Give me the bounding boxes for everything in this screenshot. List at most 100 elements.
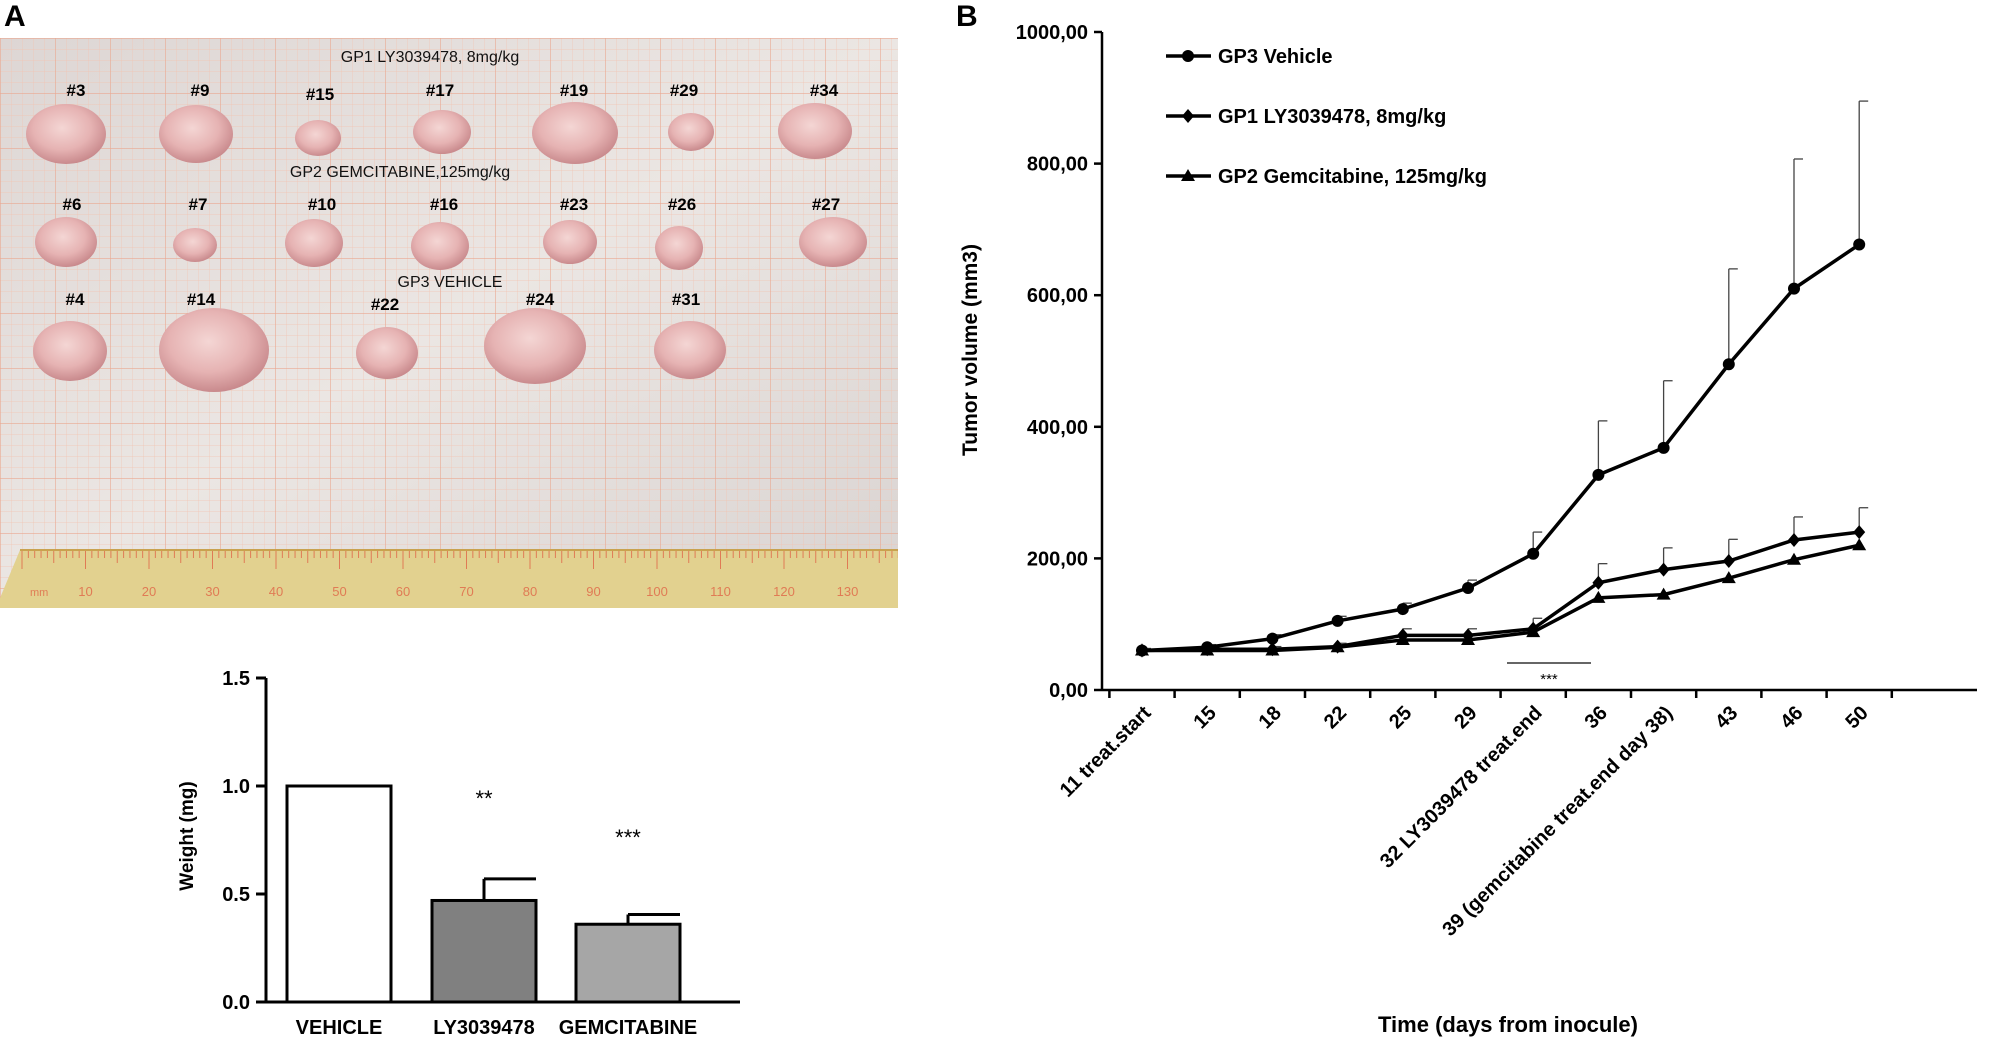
tumor-id: #10 xyxy=(308,195,336,214)
ruler-label: 90 xyxy=(586,584,600,599)
data-point xyxy=(1853,238,1866,251)
data-point xyxy=(1527,547,1540,560)
group-label-gp3: GP3 VEHICLE xyxy=(398,274,503,291)
data-point xyxy=(1182,109,1194,123)
bar-category-label: GEMCITABINE xyxy=(559,1017,698,1039)
tumor-specimen xyxy=(295,120,341,156)
bar-significance-label: *** xyxy=(615,825,641,850)
legend-label: GP3 Vehicle xyxy=(1218,46,1333,68)
ruler-label: 30 xyxy=(205,584,219,599)
bar-y-tick-label: 0.0 xyxy=(222,992,250,1014)
tumor-id: #31 xyxy=(672,290,700,309)
significance-annotation: *** xyxy=(1540,671,1558,688)
line-x-tick-label: 50 xyxy=(1841,702,1872,733)
tumor-id: #14 xyxy=(187,290,216,309)
bar-category-label: VEHICLE xyxy=(296,1017,383,1039)
ruler-label: 80 xyxy=(523,584,537,599)
line-y-axis-label: Tumor volume (mm3) xyxy=(959,244,982,456)
tumor-specimen xyxy=(778,103,852,159)
data-point xyxy=(1181,169,1195,181)
ruler-label: 110 xyxy=(710,584,731,599)
tumor-id: #22 xyxy=(371,295,399,314)
tumor-specimen xyxy=(35,217,97,267)
data-point xyxy=(1657,562,1670,577)
ruler-label: 130 xyxy=(837,584,859,599)
tumor-specimen xyxy=(532,102,618,164)
line-x-tick-label: 46 xyxy=(1776,702,1807,733)
line-x-tick-label: 15 xyxy=(1189,702,1220,733)
bar-category-label: LY3039478 xyxy=(433,1017,535,1039)
data-point xyxy=(1657,441,1670,454)
ruler-label: 50 xyxy=(332,584,346,599)
data-point xyxy=(1395,632,1410,645)
series-line xyxy=(1141,530,1860,653)
line-y-tick-label: 600,00 xyxy=(1027,285,1088,307)
data-point xyxy=(1331,614,1344,627)
legend-label: GP2 Gemcitabine, 125mg/kg xyxy=(1218,166,1487,188)
group-label-gp2: GP2 GEMCITABINE,125mg/kg xyxy=(290,164,510,181)
data-point xyxy=(1592,575,1605,590)
tumor-id: #23 xyxy=(560,195,588,214)
data-point xyxy=(1330,640,1345,653)
data-point xyxy=(1721,571,1736,584)
tumor-photograph: GP1 LY3039478, 8mg/kg GP2 GEMCITABINE,12… xyxy=(0,38,898,608)
data-point xyxy=(1591,590,1606,603)
tumor-id: #29 xyxy=(670,81,698,100)
ruler: mm 10 20 30 40 50 60 70 80 90 100 110 120 130 xyxy=(0,549,898,608)
ruler-label: 40 xyxy=(269,584,283,599)
tumor-id: #17 xyxy=(426,81,454,100)
line-x-tick-label: 11 treat.start xyxy=(1056,702,1156,802)
tumor-id: #3 xyxy=(67,81,86,100)
data-point xyxy=(1592,468,1605,481)
data-point xyxy=(1852,538,1867,551)
panel-label-a: A xyxy=(4,0,26,33)
tumor-specimen xyxy=(668,113,714,151)
bar xyxy=(574,922,682,1004)
tumor-id: #19 xyxy=(560,81,588,100)
tumor-specimen xyxy=(356,327,418,379)
data-point xyxy=(1396,603,1409,616)
data-point xyxy=(1722,554,1735,569)
line-x-tick-label: 39 (gemcitabine treat.end day 38) xyxy=(1438,702,1677,941)
data-point xyxy=(1265,643,1280,656)
tumor-specimen xyxy=(159,105,233,163)
tumor-id: #7 xyxy=(189,195,208,214)
tumor-id: #26 xyxy=(668,195,696,214)
ruler-label: 10 xyxy=(78,584,92,599)
tumor-specimen xyxy=(543,220,597,264)
data-point xyxy=(1182,50,1194,62)
line-y-tick-label: 200,00 xyxy=(1027,548,1088,570)
tumor-specimen xyxy=(173,228,217,262)
bar-y-tick-label: 0.5 xyxy=(222,884,250,906)
bar-significance-label: ** xyxy=(475,786,493,811)
legend-label: GP1 LY3039478, 8mg/kg xyxy=(1218,106,1446,128)
data-point xyxy=(1788,282,1800,295)
tumor-volume-line-chart: Tumor volume (mm3) Time (days from inocu… xyxy=(959,22,1977,1037)
tumor-specimen xyxy=(413,110,471,154)
line-x-tick-label: 25 xyxy=(1385,702,1416,733)
panel-label-b: B xyxy=(956,0,978,33)
line-y-tick-label: 1000,00 xyxy=(1016,22,1088,44)
data-point xyxy=(1787,552,1801,565)
data-point xyxy=(1722,358,1735,371)
tumor-id: #15 xyxy=(306,85,334,104)
tumor-id: #27 xyxy=(812,195,840,214)
weight-bar-chart: Weight (mg) 0.0 0.5 1.0 1.5 VEHICLE LY303947… xyxy=(177,668,740,1039)
line-y-tick-label: 800,00 xyxy=(1027,154,1088,176)
line-y-tick-label: 400,00 xyxy=(1027,417,1088,439)
bar xyxy=(430,898,538,1004)
bar-y-tick-label: 1.0 xyxy=(222,776,250,798)
line-x-axis-label: Time (days from inocule) xyxy=(1378,1012,1638,1037)
tumor-specimen xyxy=(411,222,469,270)
line-x-tick-label: 18 xyxy=(1255,702,1286,733)
tumor-id: #4 xyxy=(66,290,85,309)
tumor-id: #16 xyxy=(430,195,458,214)
line-x-tick-label: 22 xyxy=(1320,702,1351,733)
ruler-label: 20 xyxy=(142,584,156,599)
tumor-specimen xyxy=(26,104,106,164)
data-point xyxy=(1788,532,1800,547)
data-point xyxy=(1135,643,1149,656)
ruler-unit: mm xyxy=(30,587,48,599)
data-point xyxy=(1200,643,1215,656)
tumor-id: #34 xyxy=(810,81,839,100)
